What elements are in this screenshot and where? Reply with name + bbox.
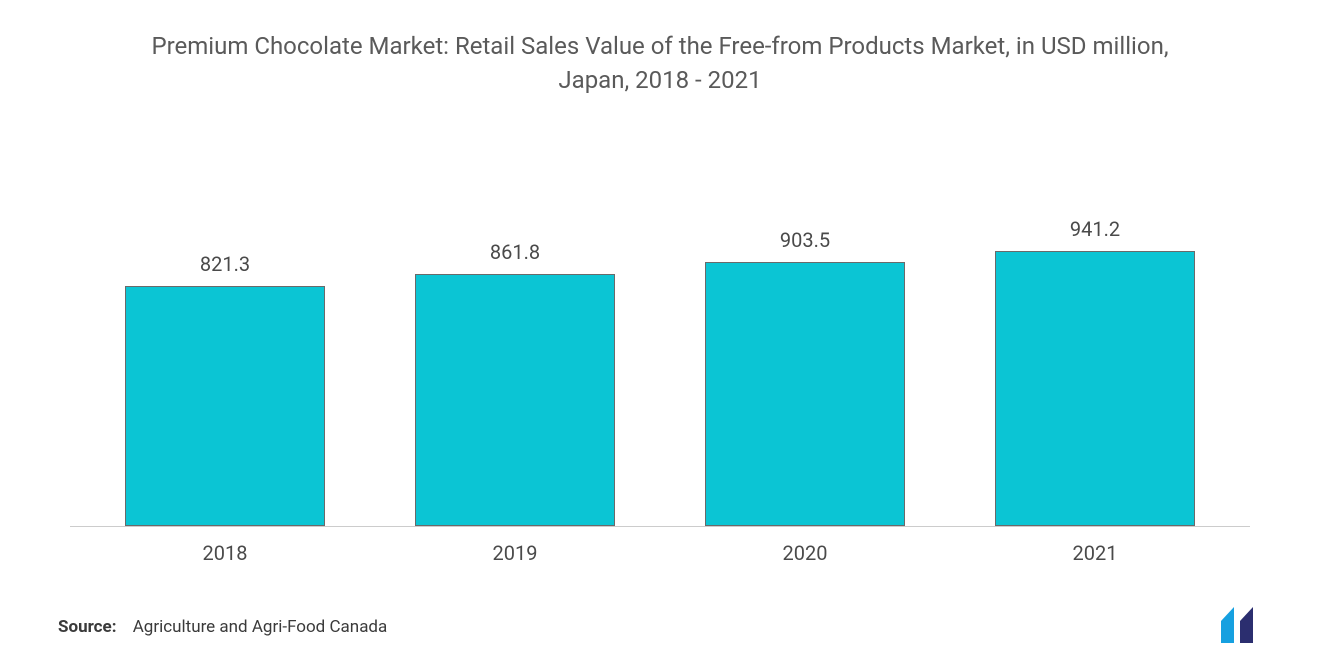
source-label: Source: (58, 617, 116, 637)
bar-slot: 821.3 (80, 147, 370, 526)
chart-container: Premium Chocolate Market: Retail Sales V… (0, 0, 1320, 665)
category-label: 2020 (660, 541, 950, 565)
bars-row: 821.3 861.8 903.5 941.2 (70, 147, 1250, 526)
brand-logo-icon (1218, 607, 1278, 643)
bar-slot: 861.8 (370, 147, 660, 526)
category-label: 2021 (950, 541, 1240, 565)
bar (125, 286, 325, 526)
bar-value-label: 861.8 (490, 240, 540, 264)
bar-value-label: 903.5 (780, 228, 830, 252)
bar-value-label: 821.3 (200, 252, 250, 276)
category-label: 2018 (80, 541, 370, 565)
plot-area: 821.3 861.8 903.5 941.2 (70, 147, 1250, 527)
category-labels-row: 2018201920202021 (70, 541, 1250, 565)
chart-title: Premium Chocolate Market: Retail Sales V… (135, 30, 1185, 97)
bar-slot: 903.5 (660, 147, 950, 526)
bar (995, 251, 1195, 526)
bar-value-label: 941.2 (1070, 217, 1120, 241)
bar (705, 262, 905, 526)
bar (415, 274, 615, 526)
source-line: Source: Agriculture and Agri-Food Canada (58, 617, 387, 637)
category-label: 2019 (370, 541, 660, 565)
bar-slot: 941.2 (950, 147, 1240, 526)
source-text: Agriculture and Agri-Food Canada (133, 617, 388, 637)
